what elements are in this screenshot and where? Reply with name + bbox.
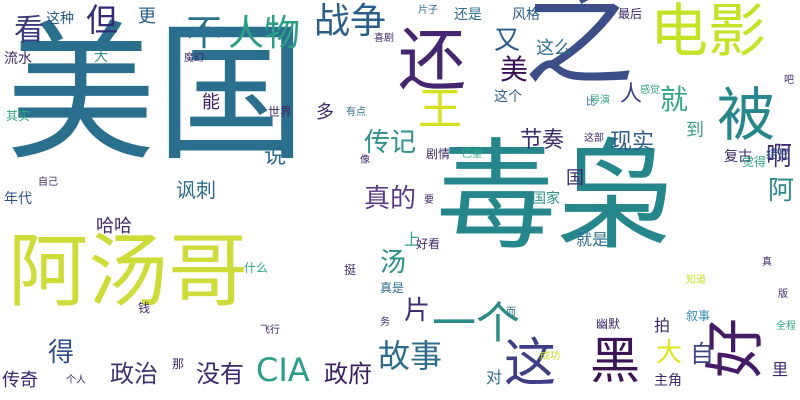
word: 啊	[766, 142, 793, 172]
word: 流水	[4, 51, 32, 67]
word: 成功	[540, 351, 560, 362]
word: 黑	[590, 332, 640, 390]
word: 挺	[344, 263, 357, 277]
word: 幽默	[596, 317, 621, 331]
word: 而	[506, 307, 516, 318]
word: 觉得	[742, 155, 767, 169]
word: 能	[202, 92, 220, 113]
word: 看	[14, 13, 44, 48]
word: 导演	[590, 95, 610, 106]
word: 哈哈	[96, 216, 132, 237]
word: 大	[94, 49, 108, 65]
word: 像	[360, 155, 370, 166]
word: 传奇	[2, 370, 38, 391]
word: 感觉	[640, 85, 660, 96]
word: 里	[772, 360, 789, 379]
word: 吧	[784, 75, 794, 86]
word: 政府	[324, 360, 372, 388]
word: 有点	[346, 107, 366, 118]
word: 其实	[6, 109, 31, 123]
word: 主角	[654, 373, 682, 389]
word: 片子	[418, 5, 438, 16]
word: 年代	[4, 191, 32, 207]
word: 什么	[244, 261, 269, 275]
word: 真是	[380, 281, 405, 295]
word: 之	[524, 0, 634, 101]
word: 国家	[532, 191, 560, 207]
word: 结局	[766, 147, 791, 161]
word: 说	[264, 144, 287, 169]
word: 就	[660, 83, 689, 116]
word: 人物	[228, 13, 301, 54]
word: 自	[690, 340, 714, 368]
word: 比	[586, 97, 596, 108]
word: 得	[48, 338, 75, 368]
word: 不	[186, 13, 223, 54]
word: 电影	[650, 0, 767, 65]
word: 对	[486, 368, 503, 387]
word: 政治	[110, 360, 158, 388]
word: 到	[686, 120, 704, 141]
word: 现实	[610, 130, 655, 155]
word: 真	[762, 257, 772, 268]
word: 没有	[196, 360, 244, 388]
word: 风格	[512, 7, 540, 23]
word: 个人	[66, 375, 86, 386]
word: 片	[404, 296, 431, 326]
word: 被	[717, 81, 776, 149]
word: 好	[701, 318, 771, 378]
word: 钱	[138, 301, 151, 315]
word: 这种	[46, 11, 74, 27]
word: 剧情	[426, 147, 451, 161]
word: 又	[494, 26, 521, 56]
word: 人	[620, 82, 643, 107]
word: 一个	[432, 298, 520, 349]
word: 王	[418, 84, 462, 135]
word: 汤	[380, 248, 407, 278]
word: 魔幻	[184, 53, 204, 64]
word: 阿汤哥	[8, 225, 248, 318]
word: 还是	[454, 7, 482, 23]
word: 还	[398, 22, 467, 101]
word: 这个	[494, 89, 522, 105]
word: 版	[778, 289, 788, 300]
word: 拍	[654, 316, 671, 335]
word: 自己	[38, 177, 58, 188]
word: 这部	[584, 133, 604, 144]
word: 全程	[776, 321, 796, 332]
word: 务	[380, 317, 390, 328]
word: 叙事	[686, 309, 711, 323]
word: 美国	[6, 8, 307, 182]
word: 故事	[378, 337, 443, 375]
word: 毒枭	[436, 128, 676, 267]
word: 传记	[364, 128, 417, 158]
word: 这	[504, 334, 557, 394]
word: 要	[424, 195, 434, 206]
word: 阿	[768, 176, 795, 206]
word: 飞行	[260, 325, 280, 336]
word: 世界	[268, 105, 293, 119]
word: 大	[656, 338, 683, 368]
word: 这么	[536, 38, 572, 59]
word: 最后	[618, 7, 643, 21]
word: 喜剧	[374, 33, 394, 44]
word: 就是	[576, 230, 609, 249]
word: 战争	[314, 1, 387, 42]
word: 多	[316, 102, 334, 123]
word: 复古	[724, 149, 752, 165]
word: CIA	[256, 351, 310, 389]
word: 国	[566, 168, 584, 189]
word: 美	[500, 53, 529, 86]
word: 那	[172, 357, 185, 371]
word: 真的	[364, 184, 417, 214]
word: 知道	[686, 275, 706, 286]
word: 节奏	[520, 128, 565, 153]
word: 好看	[416, 237, 441, 251]
word: 更	[138, 6, 156, 27]
word: 巴里	[462, 149, 482, 160]
word: 但	[86, 1, 119, 39]
word: 讽刺	[176, 178, 216, 202]
word: 上	[404, 230, 421, 249]
